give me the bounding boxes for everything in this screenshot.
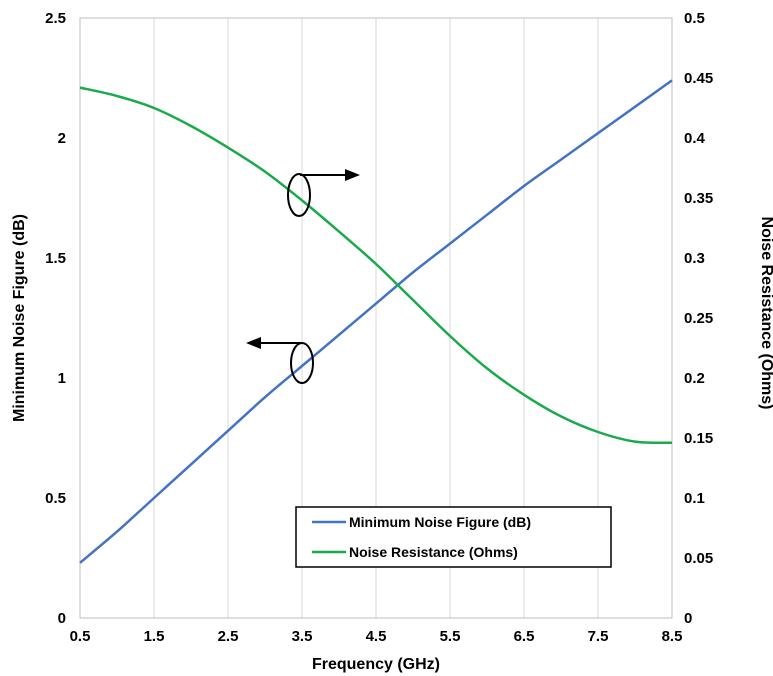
- y2-tick-label: 0.4: [684, 130, 706, 147]
- series-line-noise-resistance: [79, 86, 673, 445]
- legend: Minimum Noise Figure (dB) Noise Resistan…: [295, 506, 612, 568]
- series-line-min-noise-figure: [79, 79, 673, 564]
- tick-labels: 0.5 1.5 2.5 3.5 4.5 5.5 6.5 7.5 8.500.511.522.50…: [45, 10, 713, 645]
- y2-axis-title: Noise Resistance (Ohms): [758, 217, 773, 410]
- right-arrow-head: [345, 169, 360, 181]
- plot-area-border: [79, 17, 673, 619]
- x-tick-label: 1.5: [144, 628, 165, 645]
- x-tick-label: 6.5: [514, 628, 535, 645]
- y2-tick-label: 0.5: [684, 10, 705, 27]
- y-tick-label: 0.5: [45, 490, 66, 507]
- y-axis-title: Minimum Noise Figure (dB): [11, 214, 28, 422]
- y2-tick-label: 0.3: [684, 250, 705, 267]
- x-tick-label: 2.5: [218, 628, 239, 645]
- y2-tick-label: 0.15: [684, 430, 713, 447]
- legend-label-nr: Noise Resistance (Ohms): [349, 544, 518, 560]
- right-axis-pointer: [287, 169, 360, 217]
- legend-box: [295, 506, 612, 568]
- y-tick-label: 2.5: [45, 10, 66, 27]
- left-arrow-head: [246, 337, 261, 349]
- y-tick-label: 0: [58, 610, 66, 627]
- x-tick-label: 3.5: [292, 628, 313, 645]
- x-tick-label: 0.5: [70, 628, 91, 645]
- y-tick-label: 1.5: [45, 250, 66, 267]
- x-tick-label: 8.5: [662, 628, 683, 645]
- y2-tick-label: 0.45: [684, 70, 713, 87]
- y2-tick-label: 0: [684, 610, 692, 627]
- x-tick-label: 7.5: [588, 628, 609, 645]
- y2-tick-label: 0.35: [684, 190, 713, 207]
- left-axis-pointer: [246, 337, 314, 384]
- x-axis-title: Frequency (GHz): [312, 656, 440, 673]
- y-tick-label: 2: [58, 130, 66, 147]
- y-tick-label: 1: [58, 370, 66, 387]
- legend-label-nf: Minimum Noise Figure (dB): [349, 514, 531, 530]
- nr-curve-marker-ellipse: [287, 173, 311, 217]
- y2-tick-label: 0.2: [684, 370, 705, 387]
- series-group: [79, 79, 673, 564]
- y2-tick-label: 0.25: [684, 310, 713, 327]
- x-tick-label: 5.5: [440, 628, 461, 645]
- y2-tick-label: 0.05: [684, 550, 713, 567]
- x-tick-label: 4.5: [366, 628, 387, 645]
- y2-tick-label: 0.1: [684, 490, 705, 507]
